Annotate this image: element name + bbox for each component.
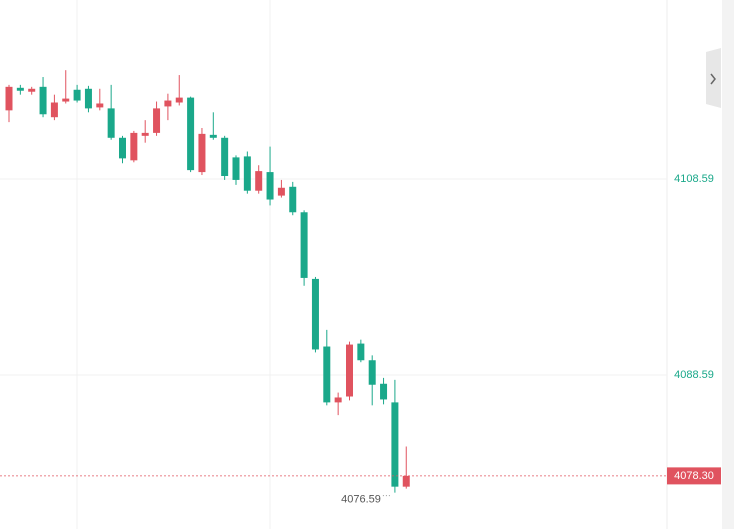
candle-body	[266, 172, 274, 200]
chevron-icon	[710, 73, 716, 85]
candle-body	[346, 344, 353, 397]
candle-body	[84, 88, 92, 109]
last-price-label: 4078.30	[674, 470, 714, 482]
candle-body	[255, 171, 263, 191]
candle-body	[380, 383, 388, 400]
candle-body	[243, 156, 251, 191]
candle-body	[73, 89, 81, 101]
candle-body	[175, 97, 183, 103]
candle-body	[300, 212, 308, 278]
candle-body	[96, 103, 104, 108]
candle-body	[289, 186, 297, 213]
y-tick-label: 4088.59	[674, 369, 714, 381]
y-tick-label: 4108.59	[674, 173, 714, 185]
candle-body	[141, 132, 149, 136]
candle-body	[16, 87, 24, 91]
candle-body	[368, 360, 376, 385]
candle-body	[221, 137, 229, 177]
candle-body	[402, 475, 410, 487]
candle-body	[391, 402, 399, 487]
candle-body	[153, 108, 161, 133]
candle-body	[187, 97, 195, 171]
candle-body	[28, 88, 36, 92]
candle-body	[164, 100, 172, 107]
candle-body	[198, 133, 206, 173]
plot-area: 4108.59 4088.59 4076.59 4078.30	[0, 70, 721, 506]
candle-body	[334, 397, 342, 403]
candle-body	[39, 86, 47, 115]
candle-body	[311, 278, 319, 350]
candle-body	[232, 157, 240, 180]
candle-body	[323, 346, 331, 403]
last-price-badge	[667, 467, 721, 485]
candle-body	[119, 137, 126, 159]
candle-body	[50, 102, 58, 118]
candle-body	[62, 98, 70, 102]
candle-body	[107, 108, 115, 138]
scrollbar[interactable]	[722, 0, 734, 529]
candle-body	[357, 343, 365, 361]
candle-body	[277, 187, 285, 196]
candle-body	[5, 86, 13, 111]
candle-body	[130, 132, 138, 161]
min-price-label: 4076.59	[341, 494, 381, 506]
candle-body	[209, 134, 217, 138]
